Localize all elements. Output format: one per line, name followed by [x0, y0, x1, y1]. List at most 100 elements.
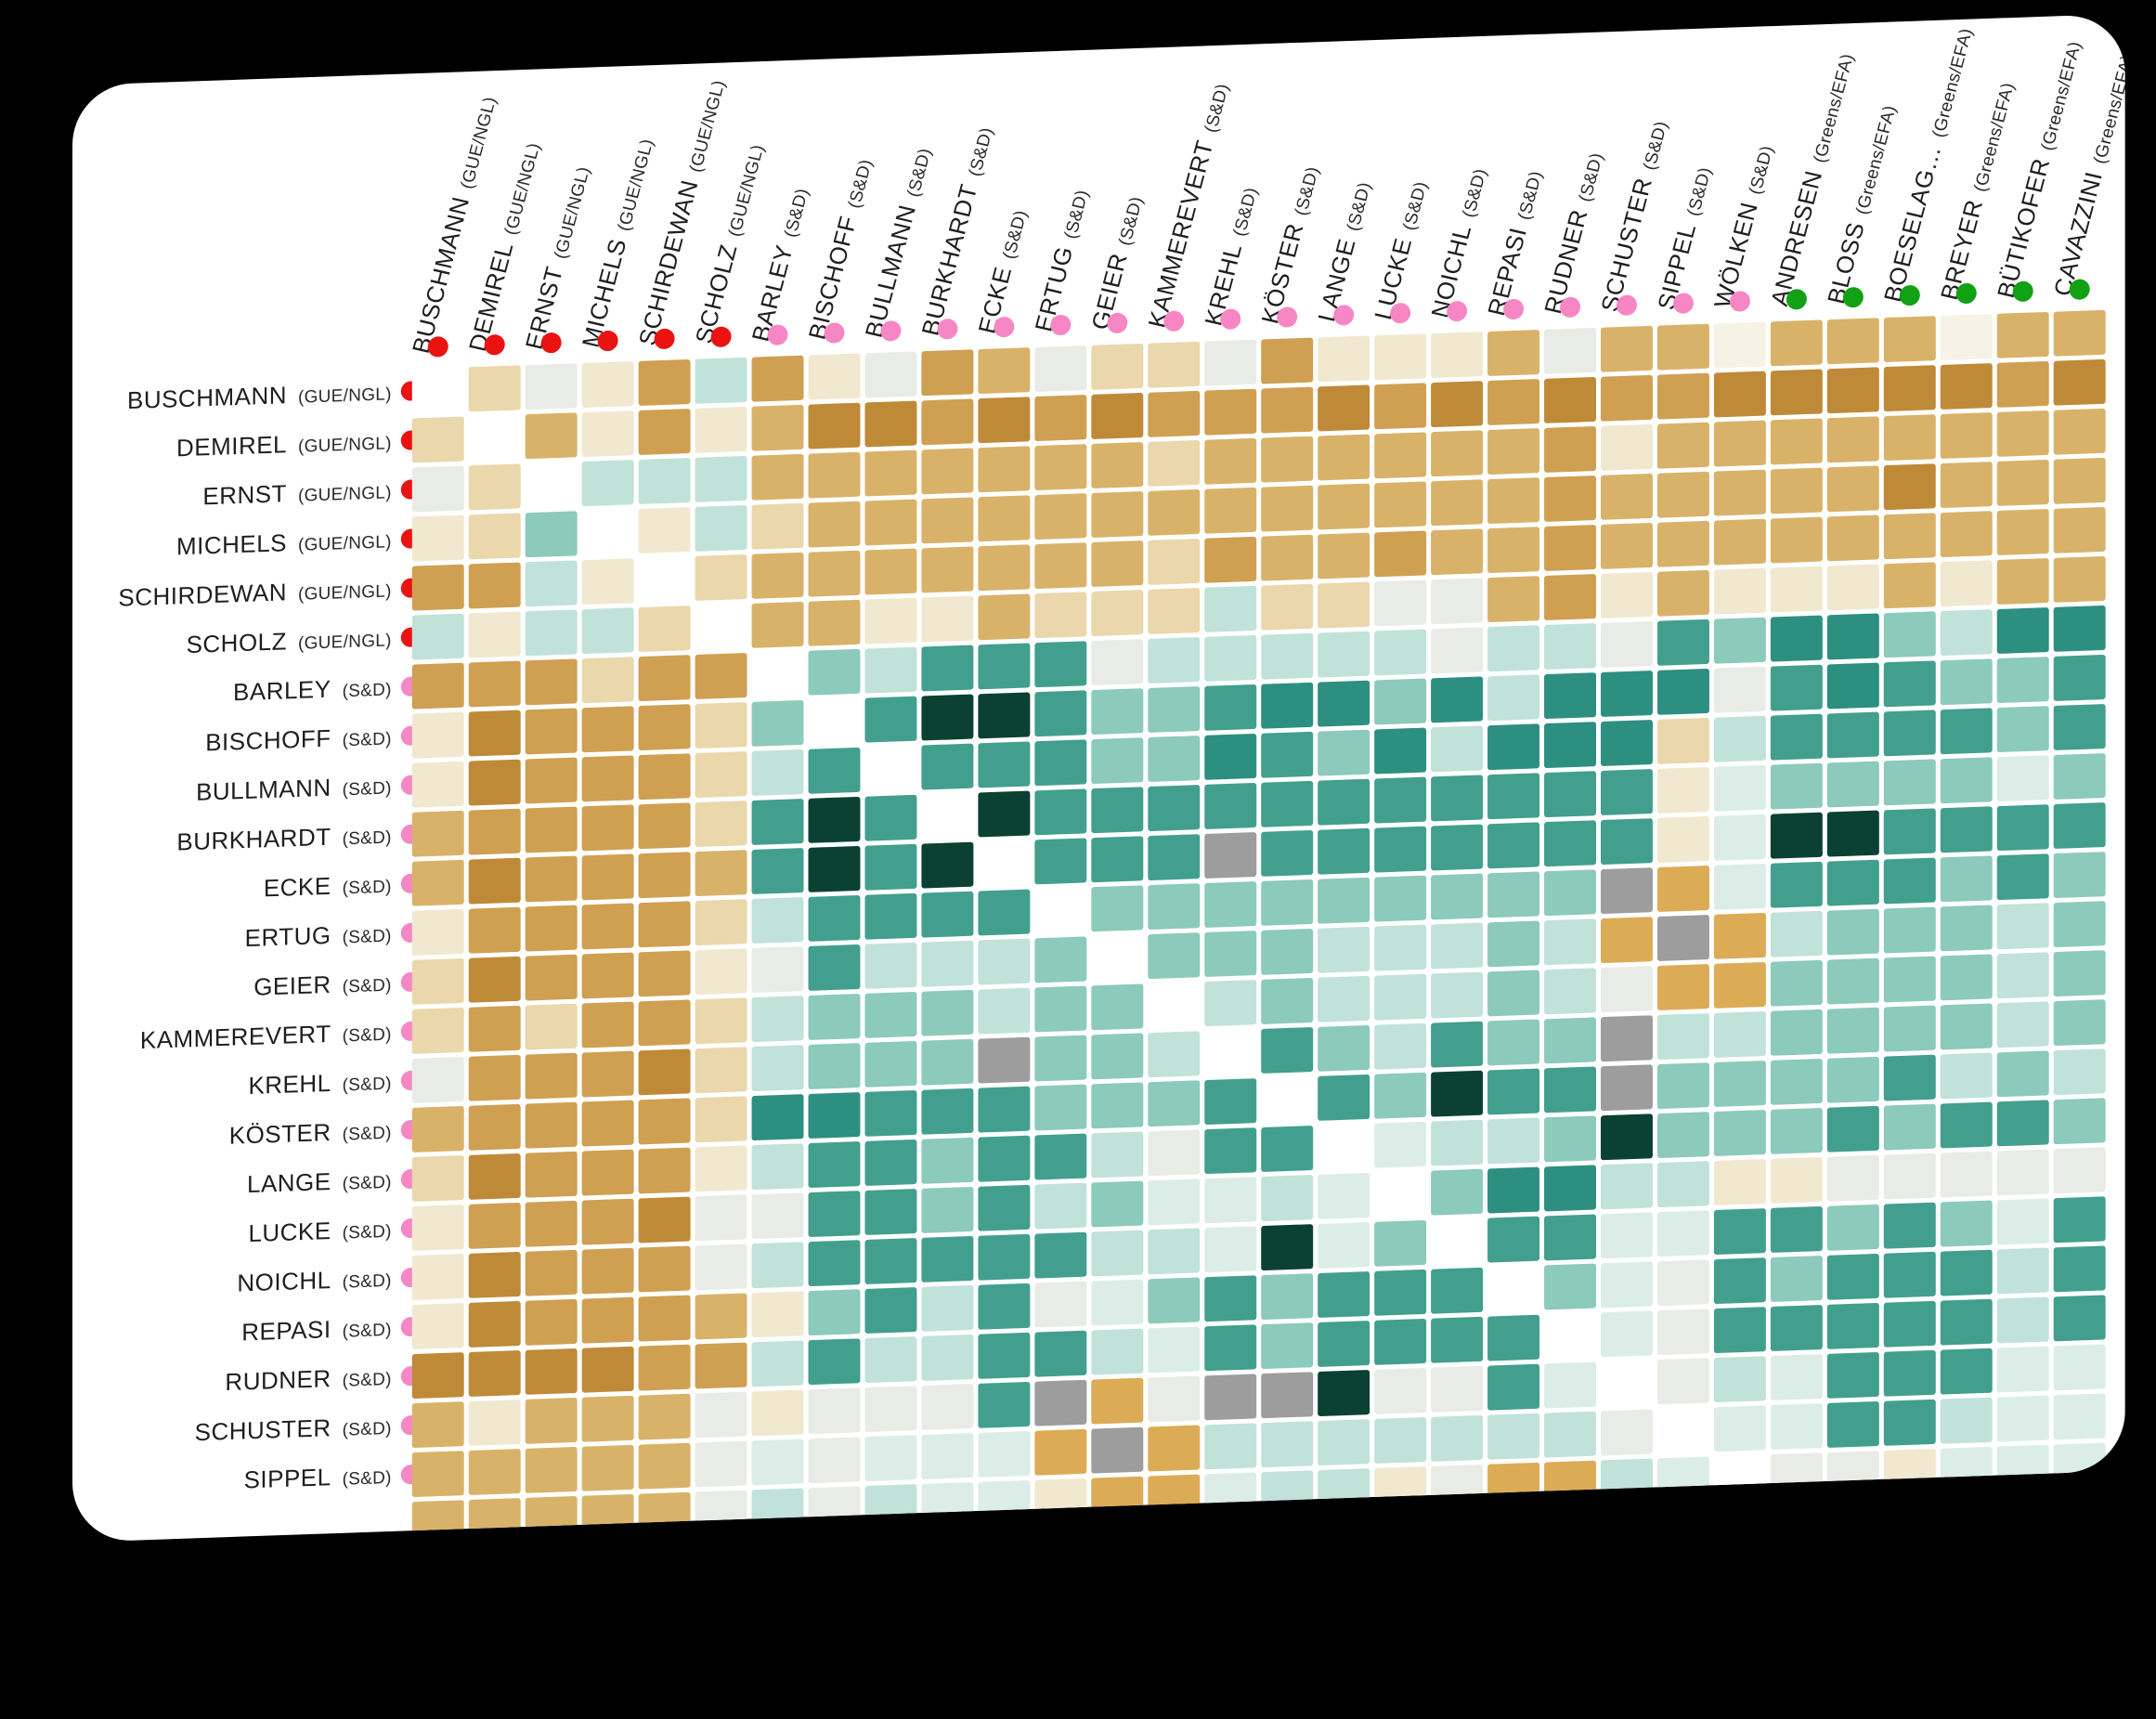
- heatmap-cell: [808, 550, 861, 597]
- heatmap-cell: [1034, 1478, 1087, 1525]
- heatmap-cell: [1883, 463, 1936, 511]
- heatmap-cell: [638, 1442, 691, 1490]
- row-label: ERNST (GUE/NGL): [72, 475, 391, 515]
- heatmap-cell: [581, 804, 634, 852]
- heatmap-cell: [921, 1038, 974, 1086]
- heatmap-cell: [864, 1336, 917, 1384]
- heatmap-cell: [1204, 1177, 1257, 1224]
- heatmap-cell: [1431, 479, 1484, 527]
- heatmap-cell: [978, 643, 1031, 690]
- heatmap-cell: [1487, 576, 1540, 623]
- heatmap-cell: [1996, 1247, 2049, 1295]
- heatmap-cell: [1770, 418, 1823, 465]
- heatmap-cell: [1656, 1161, 1709, 1208]
- heatmap-cell: [978, 397, 1031, 444]
- heatmap-cell: [978, 1233, 1031, 1281]
- heatmap-cell: [808, 648, 861, 696]
- party-dot: [1899, 284, 1920, 306]
- heatmap-cell: [411, 761, 464, 808]
- member-name-label: GEIER: [253, 970, 331, 1001]
- heatmap-cell: [921, 891, 974, 938]
- heatmap-cell: [2053, 1541, 2106, 1543]
- heatmap-cell: [1996, 508, 2049, 555]
- heatmap-cell: [1544, 1066, 1596, 1113]
- heatmap-cell: [468, 1300, 521, 1348]
- heatmap-cell: [864, 942, 917, 989]
- heatmap-cell: [1544, 1017, 1596, 1064]
- heatmap-cell: [2053, 358, 2106, 406]
- heatmap-cell: [1770, 1305, 1823, 1352]
- heatmap-cell: [1940, 462, 1993, 509]
- heatmap-cell: [1318, 1123, 1370, 1170]
- column-header: WÖLKEN(S&D): [1708, 26, 1777, 323]
- heatmap-cell: [1544, 425, 1596, 473]
- heatmap-cell: [525, 658, 578, 706]
- heatmap-cell: [525, 1397, 578, 1444]
- heatmap-cell: [468, 611, 521, 658]
- heatmap-cell: [1487, 970, 1540, 1017]
- party-dot: [484, 333, 505, 356]
- heatmap-cell: [1770, 812, 1823, 859]
- heatmap-cell: [1374, 1416, 1427, 1464]
- heatmap-cell: [1656, 1505, 1709, 1543]
- heatmap-cell: [695, 1391, 747, 1439]
- heatmap-cell: [695, 406, 747, 453]
- heatmap-cell: [1318, 1321, 1370, 1368]
- heatmap-cell: [1204, 1127, 1257, 1175]
- heatmap-cell: [468, 1449, 521, 1496]
- heatmap-cell: [1487, 920, 1540, 968]
- row-label: ERTUG (S&D): [72, 919, 392, 959]
- party-dot: [654, 328, 675, 350]
- heatmap-cell: [1656, 1456, 1709, 1504]
- heatmap-cell: [1034, 936, 1087, 983]
- heatmap-cell: [864, 794, 917, 841]
- heatmap-cell: [1374, 580, 1427, 627]
- heatmap-cell: [1204, 1521, 1257, 1543]
- heatmap-cell: [864, 646, 917, 694]
- heatmap-cell: [2053, 1344, 2106, 1391]
- heatmap-cell: [1544, 1361, 1596, 1409]
- column-header: ANDRESEN(Greens/EFA): [1765, 24, 1858, 321]
- heatmap-cell: [864, 696, 917, 743]
- heatmap-cell: [1770, 1403, 1823, 1451]
- heatmap-cell: [1826, 1056, 1879, 1103]
- heatmap-cell: [525, 1446, 578, 1493]
- heatmap-cell: [1826, 367, 1879, 414]
- heatmap-cell: [525, 1101, 578, 1149]
- heatmap-cell: [1318, 877, 1370, 924]
- heatmap-cell: [1713, 321, 1766, 369]
- heatmap-cell: [695, 1342, 747, 1389]
- heatmap-cell: [1318, 1172, 1370, 1219]
- heatmap-cell: [1940, 1101, 1993, 1149]
- heatmap-cell: [751, 946, 804, 994]
- heatmap-cell: [1034, 1182, 1087, 1230]
- heatmap-cell: [751, 996, 804, 1043]
- heatmap-cell: [1261, 829, 1314, 877]
- heatmap-cell: [1318, 335, 1370, 383]
- member-group-label: (S&D): [342, 1320, 392, 1342]
- heatmap-cell: [1883, 1399, 1936, 1446]
- heatmap-cell: [411, 1154, 464, 1202]
- heatmap-cell: [1883, 1202, 1936, 1249]
- heatmap-cell: [864, 1386, 917, 1433]
- heatmap-cell: [1996, 410, 2049, 457]
- heatmap-cell: [978, 1036, 1031, 1084]
- member-name-label: BURKHARDT: [916, 181, 983, 339]
- heatmap-cell: [751, 749, 804, 796]
- heatmap-cell: [808, 501, 861, 548]
- heatmap-cell: [1600, 374, 1653, 422]
- heatmap-cell: [808, 1387, 861, 1435]
- heatmap-cell: [638, 507, 691, 554]
- heatmap-cell: [1091, 1426, 1144, 1474]
- heatmap-cell: [1826, 1253, 1879, 1300]
- heatmap-cell: [695, 357, 747, 404]
- heatmap-cell: [1656, 717, 1709, 764]
- member-group-label: (GUE/NGL): [297, 631, 392, 654]
- heatmap-cell: [1204, 980, 1257, 1027]
- heatmap-cell: [1487, 1019, 1540, 1066]
- member-name-label: SIPPEL: [243, 1463, 331, 1494]
- party-dot: [1672, 293, 1694, 314]
- heatmap-cell: [1656, 1210, 1709, 1257]
- heatmap-cell: [525, 1052, 578, 1100]
- heatmap-cell: [751, 1537, 804, 1543]
